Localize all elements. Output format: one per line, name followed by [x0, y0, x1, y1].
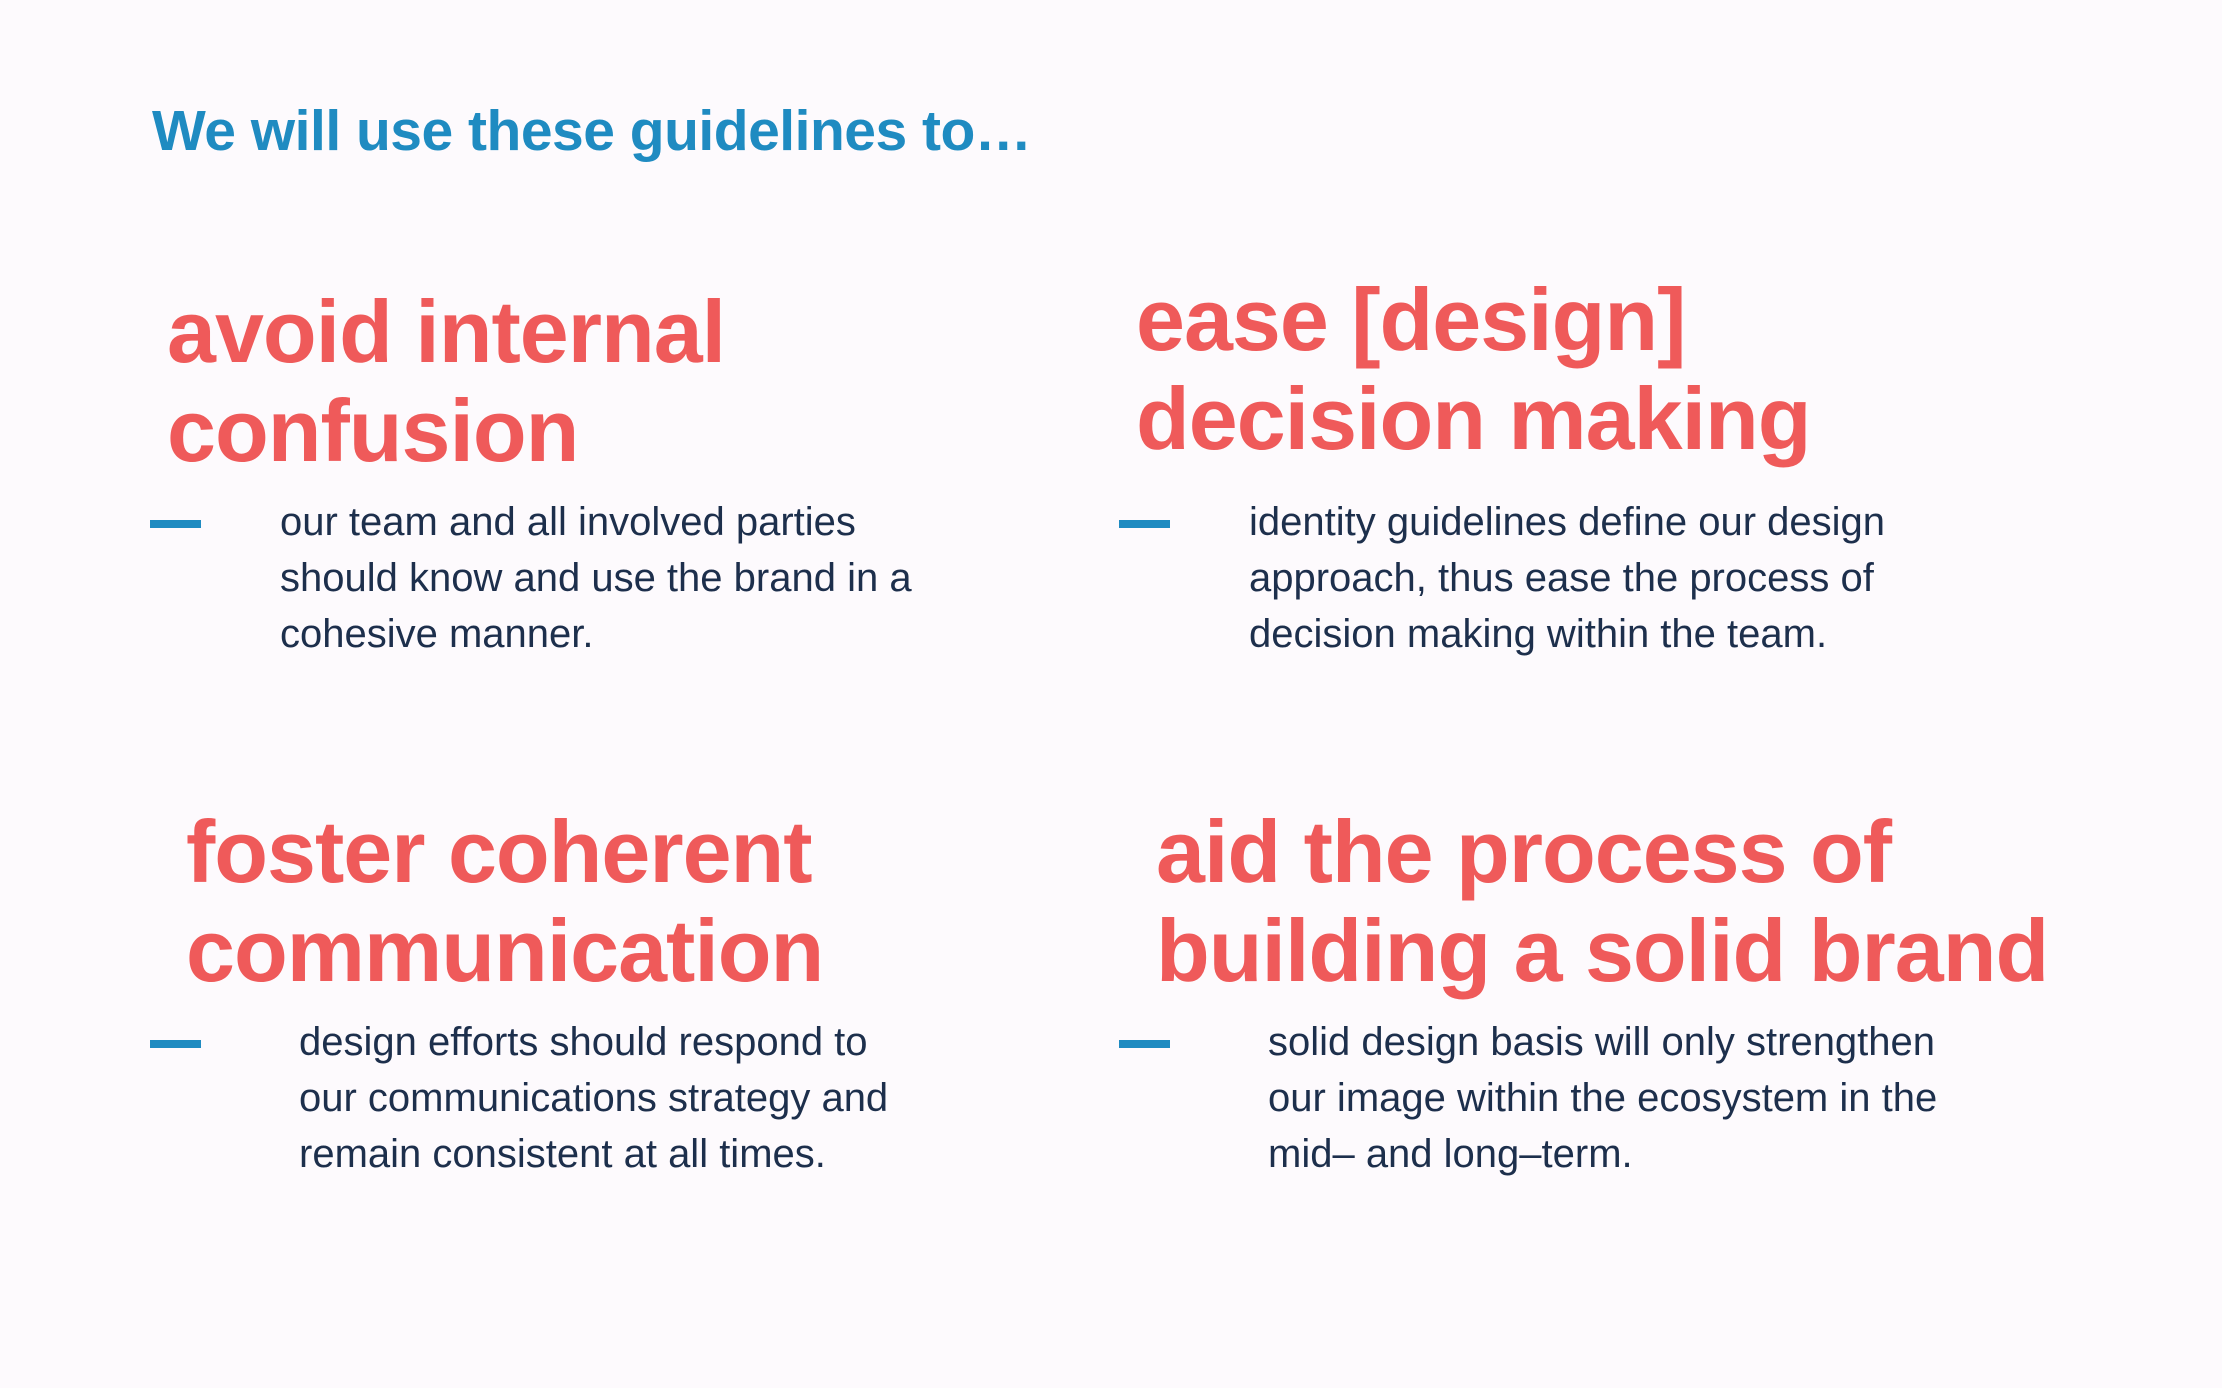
- guideline-description: design efforts should respond to our com…: [299, 1014, 888, 1182]
- guideline-description: solid design basis will only strengthen …: [1268, 1014, 1937, 1182]
- guideline-heading: foster coherent communication: [186, 802, 824, 1000]
- intro-title: We will use these guidelines to…: [152, 99, 1032, 163]
- description-line: mid– and long–term.: [1268, 1132, 1633, 1176]
- description-line: our team and all involved parties: [280, 500, 856, 544]
- dash-marker: [1119, 520, 1170, 528]
- description-line: decision making within the team.: [1249, 612, 1828, 656]
- dash-marker: [150, 520, 201, 528]
- description-line: solid design basis will only strengthen: [1268, 1020, 1936, 1064]
- guideline-heading-line: foster coherent: [186, 802, 813, 901]
- guideline-heading-line: decision making: [1136, 369, 1812, 468]
- dash-marker: [1119, 1040, 1170, 1048]
- guideline-heading: ease [design] decision making: [1136, 270, 1812, 468]
- description-line: our communications strategy and: [299, 1076, 889, 1120]
- dash-marker: [150, 1040, 201, 1048]
- description-line: cohesive manner.: [280, 612, 594, 656]
- guideline-heading-line: ease [design]: [1136, 270, 1686, 369]
- description-line: identity guidelines define our design: [1249, 500, 1885, 544]
- description-line: approach, thus ease the process of: [1249, 556, 1874, 600]
- guideline-heading: avoid internal confusion: [167, 282, 726, 480]
- description-line: design efforts should respond to: [299, 1020, 868, 1064]
- guideline-heading: aid the process of building a solid bran…: [1156, 802, 2049, 1000]
- guideline-heading-line: communication: [186, 901, 824, 1000]
- guideline-heading-line: confusion: [167, 381, 579, 480]
- description-line: remain consistent at all times.: [299, 1132, 826, 1176]
- guideline-description: identity guidelines define our design ap…: [1249, 494, 1885, 662]
- guideline-heading-line: aid the process of: [1156, 802, 1892, 901]
- description-line: our image within the ecosystem in the: [1268, 1076, 1938, 1120]
- guideline-description: our team and all involved parties should…: [280, 494, 912, 662]
- guideline-heading-line: building a solid brand: [1156, 901, 2049, 1000]
- description-line: should know and use the brand in a: [280, 556, 912, 600]
- guideline-heading-line: avoid internal: [167, 282, 726, 381]
